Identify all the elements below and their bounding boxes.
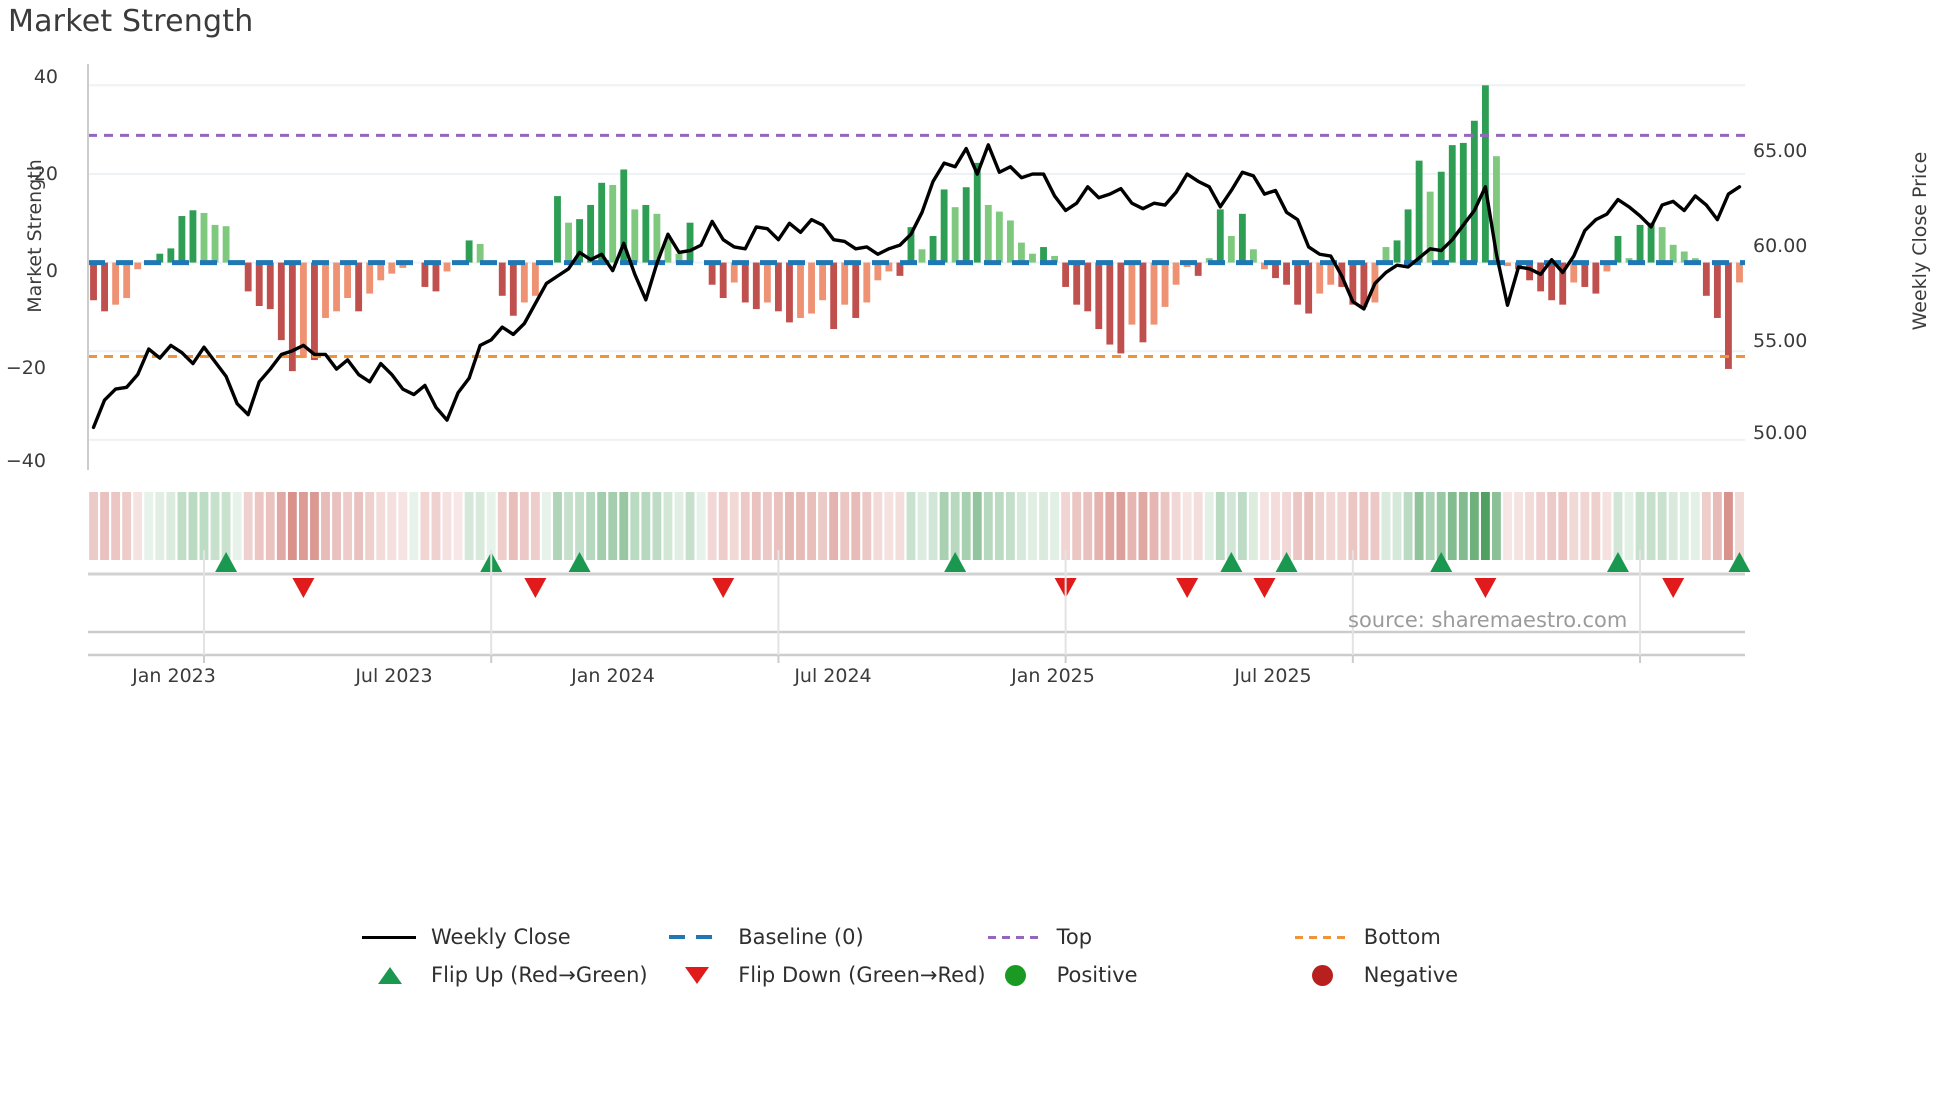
strength-heatmap-strip [89,492,1744,560]
legend-label-flip-up: Flip Up (Red→Green) [431,963,648,987]
weekly-close-line [91,143,1742,430]
axis-spines [87,64,1745,663]
legend-item-positive[interactable]: Positive [986,963,1293,987]
x-tick-0: Jan 2023 [132,665,216,687]
negative-dot-icon [1293,964,1351,986]
top-dash-icon [986,926,1044,948]
x-tick-1: Jul 2023 [355,665,433,687]
y-axis-right-label: Weekly Close Price [1909,151,1931,331]
legend-label-negative: Negative [1363,963,1459,987]
legend-item-top[interactable]: Top [986,925,1293,949]
legend-item-bottom[interactable]: Bottom [1293,925,1600,949]
x-tick-3: Jul 2024 [794,665,872,687]
positive-dot-icon [986,964,1044,986]
y-tick-left-0: 40 [33,66,58,88]
baseline-dash-icon [667,926,725,948]
y-tick-left-1: 20 [33,163,58,185]
triangle-down-icon [667,964,725,986]
x-tick-2: Jan 2024 [571,665,655,687]
legend-item-flip-up[interactable]: Flip Up (Red→Green) [360,963,667,987]
legend-label-weekly-close: Weekly Close [431,925,571,949]
legend-item-flip-down[interactable]: Flip Down (Green→Red) [667,963,986,987]
y-tick-left-3: −20 [5,357,46,379]
bottom-dash-icon [1293,926,1351,948]
x-tick-5: Jul 2025 [1234,665,1312,687]
source-note: source: sharemaestro.com [1348,608,1628,632]
legend-label-flip-down: Flip Down (Green→Red) [738,963,986,987]
y-axis-left-label: Market Strength [24,159,46,313]
legend-label-baseline: Baseline (0) [738,925,864,949]
x-tick-4: Jan 2025 [1011,665,1095,687]
legend: Weekly Close Baseline (0) Top Bottom Fli… [360,925,1600,987]
y-tick-right-1: 60.00 [1753,235,1808,257]
y-tick-right-2: 55.00 [1753,330,1808,352]
weekly-close-line-icon [360,926,418,948]
legend-item-weekly-close[interactable]: Weekly Close [360,925,667,949]
y-tick-right-0: 65.00 [1753,140,1808,162]
reference-lines [88,133,1745,359]
y-tick-left-4: −40 [5,450,46,472]
legend-item-baseline[interactable]: Baseline (0) [667,925,985,949]
strength-bars [90,85,1743,372]
legend-label-positive: Positive [1056,963,1138,987]
legend-label-top: Top [1056,925,1093,949]
page-title: Market Strength [8,4,254,39]
y-tick-right-3: 50.00 [1753,422,1808,444]
legend-label-bottom: Bottom [1363,925,1441,949]
triangle-up-icon [360,964,418,986]
y-tick-left-2: 0 [45,260,58,282]
legend-item-negative[interactable]: Negative [1293,963,1600,987]
